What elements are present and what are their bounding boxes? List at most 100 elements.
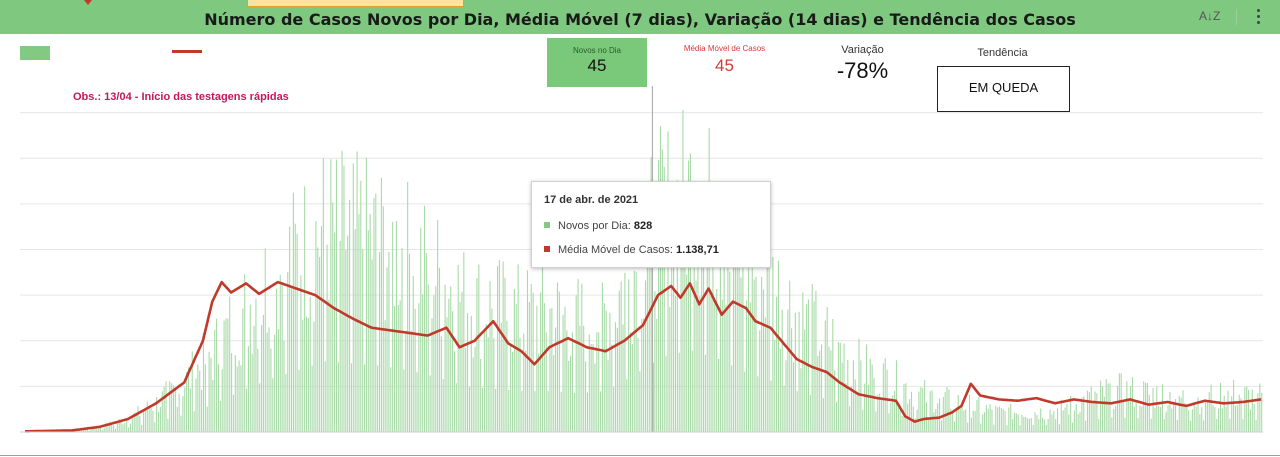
bar-novos-por-dia[interactable] [234, 355, 236, 432]
bar-novos-por-dia[interactable] [397, 304, 399, 432]
bar-novos-por-dia[interactable] [1064, 407, 1066, 432]
bar-novos-por-dia[interactable] [828, 346, 830, 432]
bar-novos-por-dia[interactable] [521, 390, 523, 432]
bar-novos-por-dia[interactable] [695, 280, 697, 432]
bar-novos-por-dia[interactable] [455, 383, 457, 432]
bar-novos-por-dia[interactable] [410, 330, 412, 432]
bar-novos-por-dia[interactable] [901, 415, 903, 432]
bar-novos-por-dia[interactable] [133, 413, 135, 432]
bar-novos-por-dia[interactable] [1204, 402, 1207, 432]
bar-novos-por-dia[interactable] [1257, 393, 1259, 432]
bar-novos-por-dia[interactable] [894, 390, 896, 432]
bar-novos-por-dia[interactable] [787, 309, 789, 432]
bar-novos-por-dia[interactable] [1077, 414, 1079, 432]
bar-novos-por-dia[interactable] [461, 291, 463, 432]
bar-novos-por-dia[interactable] [620, 281, 622, 433]
bar-novos-por-dia[interactable] [1025, 416, 1027, 432]
bar-novos-por-dia[interactable] [635, 271, 637, 432]
bar-novos-por-dia[interactable] [225, 318, 227, 432]
bar-novos-por-dia[interactable] [1165, 411, 1167, 432]
bar-novos-por-dia[interactable] [481, 387, 484, 432]
bar-novos-por-dia[interactable] [888, 413, 890, 432]
bar-novos-por-dia[interactable] [598, 332, 600, 432]
bar-novos-por-dia[interactable] [867, 384, 869, 432]
bar-novos-por-dia[interactable] [1000, 408, 1002, 432]
bar-novos-por-dia[interactable] [643, 318, 645, 432]
bar-novos-por-dia[interactable] [300, 275, 302, 432]
bar-novos-por-dia[interactable] [1225, 406, 1227, 432]
bar-novos-por-dia[interactable] [719, 257, 721, 432]
bar-novos-por-dia[interactable] [998, 406, 1001, 432]
bar-novos-por-dia[interactable] [749, 302, 751, 432]
bar-novos-por-dia[interactable] [789, 280, 791, 432]
bar-novos-por-dia[interactable] [90, 428, 92, 432]
bar-novos-por-dia[interactable] [1206, 400, 1208, 432]
bar-novos-por-dia[interactable] [227, 318, 229, 432]
bar-novos-por-dia[interactable] [933, 412, 935, 432]
bar-novos-por-dia[interactable] [1240, 398, 1242, 432]
bar-novos-por-dia[interactable] [989, 404, 991, 432]
bar-novos-por-dia[interactable] [199, 370, 201, 432]
bar-novos-por-dia[interactable] [1060, 399, 1062, 432]
bar-novos-por-dia[interactable] [186, 371, 188, 432]
legend-swatch-media[interactable] [172, 50, 202, 53]
bar-novos-por-dia[interactable] [852, 360, 854, 432]
bar-novos-por-dia[interactable] [644, 280, 647, 432]
bar-novos-por-dia[interactable] [206, 406, 208, 432]
bar-novos-por-dia[interactable] [495, 388, 497, 432]
bar-novos-por-dia[interactable] [1021, 414, 1023, 432]
bar-novos-por-dia[interactable] [182, 396, 184, 432]
bar-novos-por-dia[interactable] [212, 380, 214, 432]
bar-novos-por-dia[interactable] [335, 159, 338, 432]
bar-novos-por-dia[interactable] [405, 330, 407, 432]
bar-novos-por-dia[interactable] [725, 304, 727, 432]
bar-novos-por-dia[interactable] [669, 307, 671, 432]
bar-novos-por-dia[interactable] [1148, 394, 1150, 432]
bar-novos-por-dia[interactable] [1229, 418, 1231, 432]
bar-novos-por-dia[interactable] [1073, 410, 1075, 433]
bar-novos-por-dia[interactable] [1103, 396, 1105, 432]
bar-novos-por-dia[interactable] [1208, 392, 1210, 432]
bar-novos-por-dia[interactable] [753, 279, 755, 432]
bar-novos-por-dia[interactable] [1234, 405, 1237, 432]
bar-novos-por-dia[interactable] [229, 296, 231, 433]
bar-novos-por-dia[interactable] [365, 157, 367, 433]
bar-novos-por-dia[interactable] [442, 379, 444, 432]
bar-novos-por-dia[interactable] [470, 315, 472, 432]
bar-novos-por-dia[interactable] [665, 355, 667, 432]
bar-novos-por-dia[interactable] [1180, 397, 1182, 432]
bar-novos-por-dia[interactable] [747, 221, 750, 432]
bar-novos-por-dia[interactable] [1169, 391, 1171, 432]
bar-novos-por-dia[interactable] [201, 389, 203, 432]
bar-novos-por-dia[interactable] [414, 308, 416, 432]
bar-novos-por-dia[interactable] [571, 332, 574, 432]
bar-novos-por-dia[interactable] [184, 387, 186, 432]
bar-novos-por-dia[interactable] [163, 386, 165, 432]
bar-novos-por-dia[interactable] [809, 395, 811, 432]
bar-novos-por-dia[interactable] [277, 329, 279, 432]
bar-novos-por-dia[interactable] [334, 232, 336, 432]
bar-novos-por-dia[interactable] [877, 395, 879, 432]
bar-novos-por-dia[interactable] [862, 409, 864, 432]
bar-novos-por-dia[interactable] [373, 198, 375, 432]
bar-novos-por-dia[interactable] [249, 304, 251, 432]
bar-novos-por-dia[interactable] [993, 424, 995, 432]
bar-novos-por-dia[interactable] [721, 299, 723, 432]
bar-novos-por-dia[interactable] [843, 343, 845, 432]
bar-novos-por-dia[interactable] [440, 336, 442, 432]
legend-swatch-novos[interactable] [20, 46, 50, 60]
bar-novos-por-dia[interactable] [1219, 382, 1222, 432]
bar-novos-por-dia[interactable] [811, 283, 813, 432]
bar-novos-por-dia[interactable] [1167, 405, 1169, 432]
bar-novos-por-dia[interactable] [742, 219, 744, 432]
bar-novos-por-dia[interactable] [1173, 402, 1175, 432]
bar-novos-por-dia[interactable] [129, 423, 131, 432]
bar-novos-por-dia[interactable] [961, 406, 963, 432]
bar-novos-por-dia[interactable] [804, 329, 806, 432]
bar-novos-por-dia[interactable] [1092, 401, 1094, 432]
bar-novos-por-dia[interactable] [955, 407, 957, 432]
bar-novos-por-dia[interactable] [144, 410, 146, 432]
bar-novos-por-dia[interactable] [1122, 399, 1124, 432]
bar-novos-por-dia[interactable] [678, 352, 680, 432]
bar-novos-por-dia[interactable] [759, 330, 761, 432]
